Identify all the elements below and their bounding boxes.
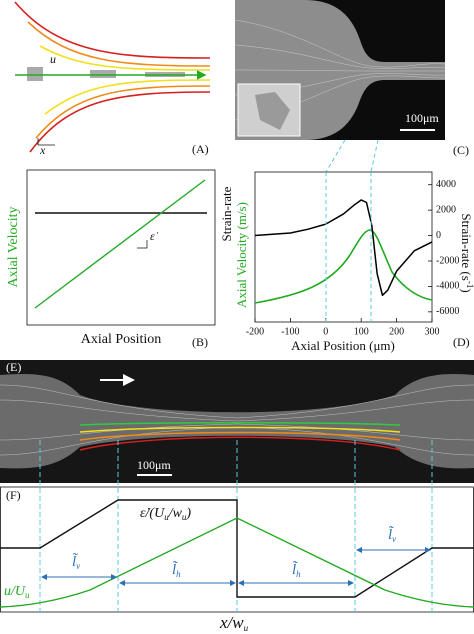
x-tick-label: 0 bbox=[323, 326, 328, 337]
label-part: l̃ bbox=[292, 561, 298, 578]
y2-tick-label: 0 bbox=[436, 230, 441, 241]
label-part: h bbox=[176, 569, 181, 579]
y-axis-label: Axial Velocity bbox=[6, 206, 21, 287]
label-part: h bbox=[296, 569, 301, 579]
y2-tick-label: -2000 bbox=[436, 255, 459, 266]
label-part: l̃ bbox=[172, 561, 178, 578]
label-part: l̃ bbox=[388, 526, 394, 543]
y2-tick-label: -4000 bbox=[436, 281, 459, 292]
velocity-label: u/Uu bbox=[4, 584, 30, 600]
panel-a bbox=[14, 1, 211, 153]
x-tick-label: -200 bbox=[246, 326, 264, 337]
panel-label: (E) bbox=[6, 360, 21, 374]
label-part: v bbox=[76, 561, 80, 571]
label-part: u bbox=[164, 512, 169, 522]
label-part: -1 bbox=[465, 281, 474, 289]
streamline bbox=[29, 91, 211, 153]
x-tick-label: 100 bbox=[354, 326, 369, 337]
panel-c-image bbox=[234, 0, 446, 140]
slope-label: ε̇ bbox=[150, 229, 159, 243]
lv-label: l̃v bbox=[388, 526, 396, 544]
label-part: u bbox=[244, 623, 249, 633]
label-part: x/w bbox=[219, 613, 244, 632]
label-part: u bbox=[182, 512, 187, 522]
streamline bbox=[44, 79, 211, 115]
fluid-element bbox=[90, 70, 116, 78]
panel-label: (C) bbox=[453, 143, 469, 157]
streamline bbox=[14, 1, 211, 59]
label-part: l̃ bbox=[72, 553, 78, 570]
y-axis-label: Axial Velocity (m/s) bbox=[234, 202, 249, 308]
lv-label: l̃v bbox=[72, 553, 80, 571]
panel-d: -200 -100 0 100 200 300 4000 2000 0 -2000 -4000 -60… bbox=[246, 171, 459, 337]
panel-label: (A) bbox=[192, 142, 209, 156]
rate-label: ε̇/(Uu/wu) bbox=[140, 506, 191, 522]
x-tick-label: 300 bbox=[425, 326, 440, 337]
streamline bbox=[27, 21, 211, 67]
label-part: Strain-rate (s bbox=[459, 213, 474, 281]
label-part: ) bbox=[185, 506, 191, 521]
lh-label: l̃h bbox=[292, 561, 301, 579]
label-part: ε̇/(U bbox=[140, 506, 165, 521]
connector bbox=[325, 139, 379, 173]
velocity-curve bbox=[254, 229, 433, 304]
y-axis-label: Strain-rate bbox=[219, 186, 234, 241]
panel-label: (B) bbox=[192, 335, 208, 349]
x-axis-label: Axial Position bbox=[81, 332, 162, 347]
panel-label: (F) bbox=[6, 488, 21, 502]
panel-f bbox=[0, 440, 474, 613]
series-line bbox=[254, 199, 433, 297]
label-part: v bbox=[392, 534, 396, 544]
fluid-element bbox=[27, 67, 43, 81]
x-tick-label: 200 bbox=[389, 326, 404, 337]
streamline bbox=[35, 85, 211, 139]
label-part: /w bbox=[168, 506, 183, 521]
x-axis-label: Axial Position (μm) bbox=[291, 338, 395, 353]
panel-e-image bbox=[0, 360, 474, 483]
x-tick-label: -100 bbox=[281, 326, 299, 337]
lh-label: l̃h bbox=[172, 561, 181, 579]
label-part: u bbox=[25, 590, 30, 600]
y2-axis-label: Strain-rate (s-1) bbox=[459, 213, 474, 292]
y2-tick-label: 4000 bbox=[436, 179, 456, 190]
scale-label: 100μm bbox=[405, 111, 439, 125]
x-axis-label: x/wu bbox=[219, 613, 249, 633]
panel-label: (D) bbox=[453, 335, 470, 349]
y2-tick-label: -6000 bbox=[436, 306, 459, 317]
streamline bbox=[39, 45, 211, 71]
y2-tick-label: 2000 bbox=[436, 204, 456, 215]
panel-b bbox=[26, 169, 216, 326]
u-label: u bbox=[50, 52, 56, 66]
label-part: ) bbox=[459, 288, 474, 292]
label-part: u/U bbox=[4, 584, 26, 599]
x-label: x bbox=[39, 143, 46, 157]
scale-label: 100μm bbox=[137, 458, 171, 472]
